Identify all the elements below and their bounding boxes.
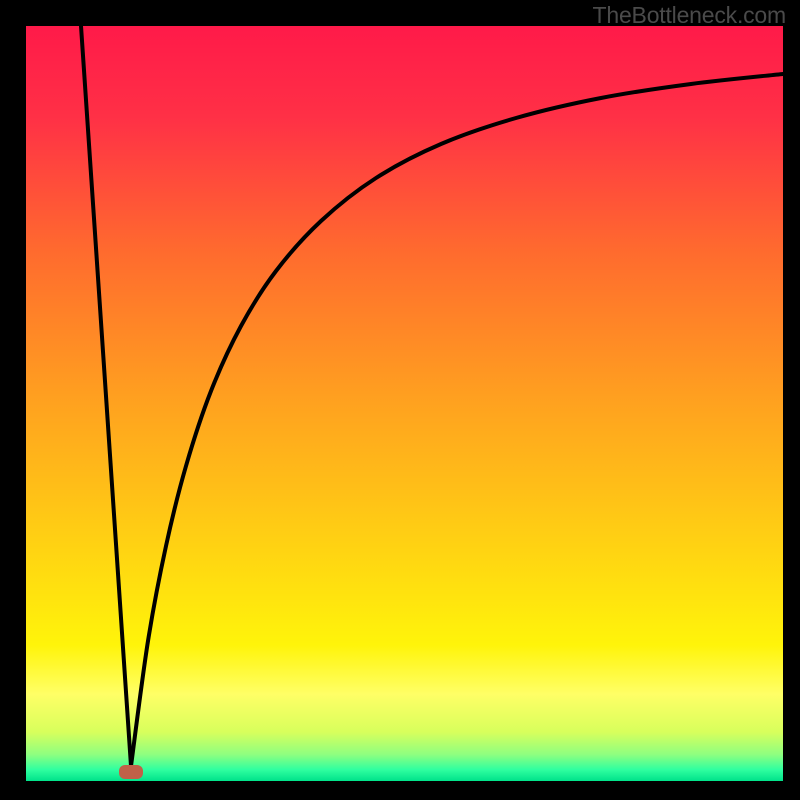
minimum-marker xyxy=(119,765,143,779)
chart-container: TheBottleneck.com xyxy=(0,0,800,800)
curves-layer xyxy=(26,26,783,781)
curve-right-asymptote xyxy=(131,74,783,766)
watermark-text: TheBottleneck.com xyxy=(593,2,786,29)
plot-area xyxy=(26,26,783,781)
curve-left-descent xyxy=(81,26,131,766)
